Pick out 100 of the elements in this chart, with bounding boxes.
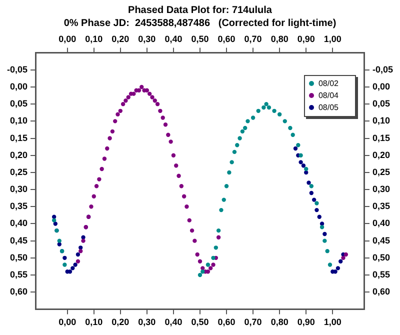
point bbox=[163, 122, 168, 127]
point bbox=[78, 246, 83, 250]
point bbox=[211, 262, 216, 267]
point bbox=[282, 119, 287, 124]
point bbox=[100, 166, 104, 172]
point bbox=[105, 146, 110, 151]
point bbox=[293, 146, 298, 151]
point bbox=[314, 201, 319, 206]
point bbox=[309, 190, 314, 196]
legend-label: 08/02 bbox=[318, 79, 339, 88]
x-tick-label: 0,10 bbox=[85, 317, 103, 328]
y-tick-label: 0,00 bbox=[10, 81, 28, 92]
point bbox=[290, 132, 295, 137]
y2-tick-label: 0,35 bbox=[372, 201, 390, 212]
y-tick-label: 0,30 bbox=[10, 184, 28, 194]
x2-tick-label: 0,20 bbox=[112, 34, 130, 44]
x2-tick-label: 0,50 bbox=[191, 34, 209, 44]
point bbox=[126, 95, 130, 100]
point bbox=[168, 140, 173, 144]
x2-tick-label: 0,00 bbox=[58, 34, 76, 44]
y2-tick-label: 0,60 bbox=[372, 286, 390, 297]
x-tick-label: 0,60 bbox=[218, 317, 236, 328]
point bbox=[216, 228, 221, 233]
x2-tick-label: 1,00 bbox=[324, 34, 342, 44]
point bbox=[187, 218, 192, 222]
point bbox=[277, 112, 282, 116]
point bbox=[224, 184, 229, 188]
x-tick-label: 0,80 bbox=[270, 317, 288, 328]
y2-tick-label: 0,05 bbox=[372, 98, 390, 109]
point bbox=[62, 262, 67, 267]
point bbox=[78, 248, 83, 254]
point bbox=[52, 214, 56, 219]
x-tick-label: 0,00 bbox=[58, 317, 76, 328]
x-tick-label: 0,20 bbox=[112, 317, 130, 328]
point bbox=[219, 208, 224, 212]
point bbox=[147, 92, 152, 96]
point bbox=[200, 269, 205, 274]
point bbox=[166, 132, 170, 137]
point bbox=[102, 156, 107, 161]
point bbox=[190, 228, 194, 233]
y-tick-label: 0,60 bbox=[10, 286, 28, 297]
point bbox=[198, 259, 202, 264]
y-tick-label: 0,05 bbox=[10, 98, 28, 109]
point bbox=[338, 259, 343, 264]
y-tick-label: 0,55 bbox=[10, 270, 28, 280]
point bbox=[81, 235, 86, 240]
y-tick-label: 0,40 bbox=[10, 218, 28, 228]
y-tick-label: 0,45 bbox=[10, 235, 28, 246]
point bbox=[322, 238, 327, 243]
point bbox=[158, 108, 162, 114]
point bbox=[206, 262, 210, 267]
y2-tick-label: 0,10 bbox=[372, 116, 390, 126]
point bbox=[322, 232, 327, 236]
point bbox=[325, 248, 330, 254]
point bbox=[235, 143, 240, 148]
x2-tick-label: 0,90 bbox=[297, 34, 315, 44]
point bbox=[57, 238, 62, 243]
point bbox=[113, 119, 118, 124]
point bbox=[184, 204, 189, 209]
x-tick-label: 0,50 bbox=[191, 317, 209, 328]
point bbox=[132, 92, 136, 96]
point bbox=[120, 102, 126, 106]
x-tick-label: 0,30 bbox=[138, 317, 156, 328]
x-tick-label: 1,00 bbox=[324, 317, 342, 328]
point bbox=[171, 153, 176, 158]
point bbox=[52, 218, 56, 222]
point bbox=[266, 105, 272, 110]
point bbox=[328, 262, 332, 267]
point bbox=[62, 256, 67, 260]
y-tick-label: 0,35 bbox=[10, 201, 28, 212]
point bbox=[152, 98, 157, 103]
y-tick-label: 0,20 bbox=[10, 150, 28, 160]
point bbox=[110, 129, 115, 134]
point bbox=[243, 126, 248, 130]
chart-title: Phased Data Plot for: 714ulula bbox=[128, 4, 272, 16]
point bbox=[240, 129, 245, 134]
point bbox=[288, 126, 292, 130]
point bbox=[232, 150, 237, 154]
y2-tick-label: -0,05 bbox=[372, 64, 393, 74]
point bbox=[272, 108, 276, 114]
point bbox=[81, 238, 86, 243]
y2-tick-label: 0,15 bbox=[372, 132, 390, 143]
legend-label: 08/04 bbox=[318, 91, 339, 100]
point bbox=[140, 84, 144, 90]
x2-tick-label: 0,70 bbox=[244, 34, 262, 44]
point bbox=[296, 143, 300, 148]
y-tick-label: 0,15 bbox=[10, 132, 28, 143]
y-tick-label: -0,05 bbox=[7, 64, 28, 74]
point bbox=[312, 198, 316, 202]
point bbox=[246, 119, 250, 124]
point bbox=[92, 194, 96, 198]
y2-tick-label: 0,30 bbox=[372, 184, 390, 194]
point bbox=[214, 246, 218, 250]
point bbox=[73, 262, 78, 267]
x2-tick-label: 0,30 bbox=[138, 34, 156, 44]
x-tick-label: 0,90 bbox=[297, 317, 315, 328]
point bbox=[298, 160, 303, 164]
x2-tick-label: 0,40 bbox=[164, 34, 182, 44]
point bbox=[216, 235, 221, 240]
point bbox=[192, 238, 197, 243]
